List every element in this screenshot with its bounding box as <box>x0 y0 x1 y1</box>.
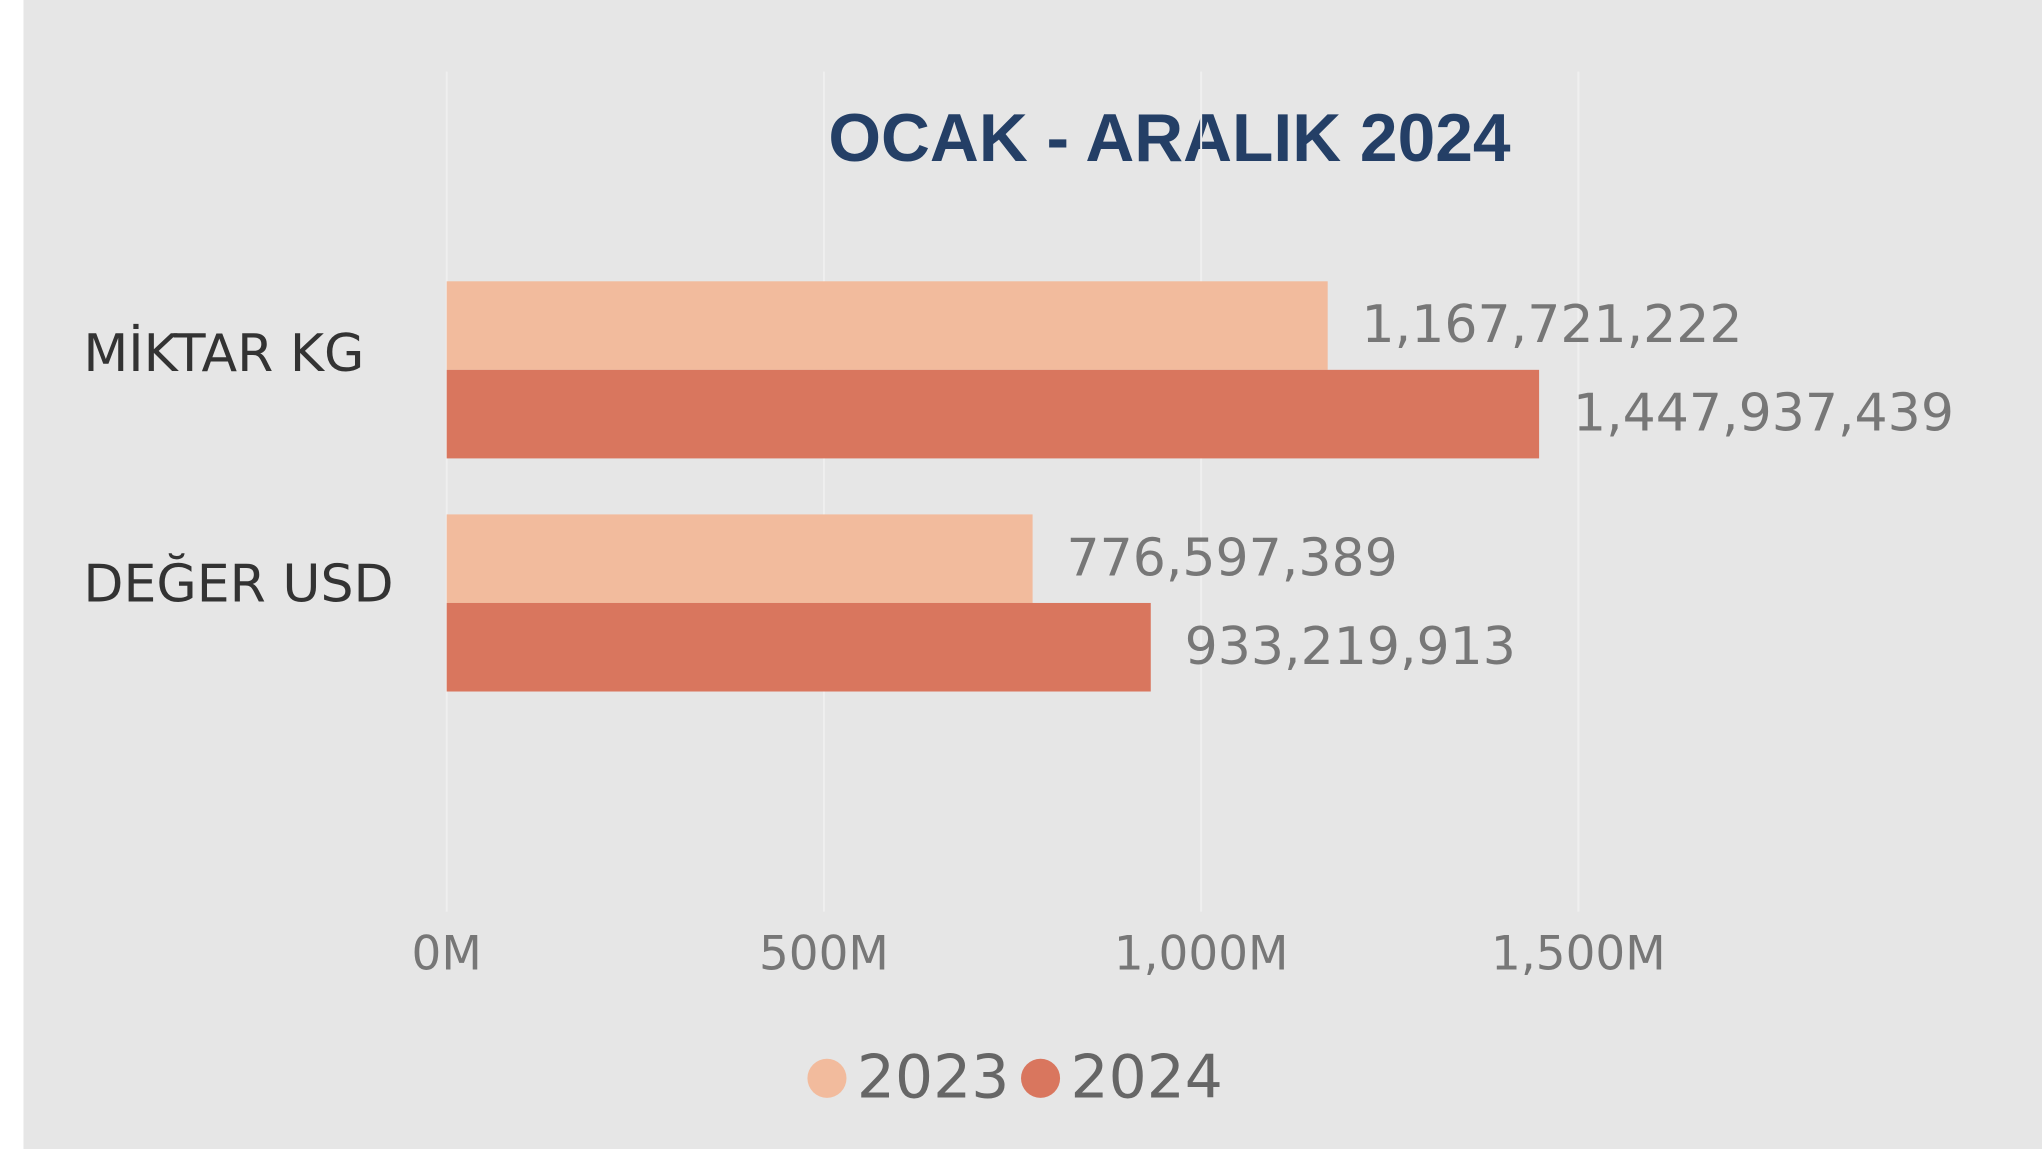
legend-label: 2023 <box>857 1042 1009 1112</box>
bar <box>446 514 1033 603</box>
data-label: 776,597,389 <box>1066 528 1397 588</box>
x-tick-label: 500M <box>759 927 889 982</box>
legend-swatch <box>1021 1058 1061 1098</box>
bar <box>446 369 1540 459</box>
data-label: 1,167,721,222 <box>1362 295 1743 355</box>
y-tick-label: DEĞER USD <box>83 552 393 614</box>
data-label: 933,219,913 <box>1185 617 1516 677</box>
y-tick-label: MİKTAR KG <box>83 323 364 384</box>
data-label: 1,447,937,439 <box>1573 384 1954 444</box>
bar <box>446 281 1328 370</box>
x-tick-label: 1,500M <box>1491 927 1666 982</box>
chart-title: OCAK - ARALIK 2024 <box>828 101 1511 176</box>
x-tick-label: 1,000M <box>1114 927 1289 982</box>
bar <box>446 602 1151 692</box>
legend-label: 2024 <box>1070 1042 1222 1112</box>
chart-background <box>23 0 2042 1149</box>
legend-swatch <box>807 1058 847 1098</box>
x-tick-label: 0M <box>412 927 482 982</box>
